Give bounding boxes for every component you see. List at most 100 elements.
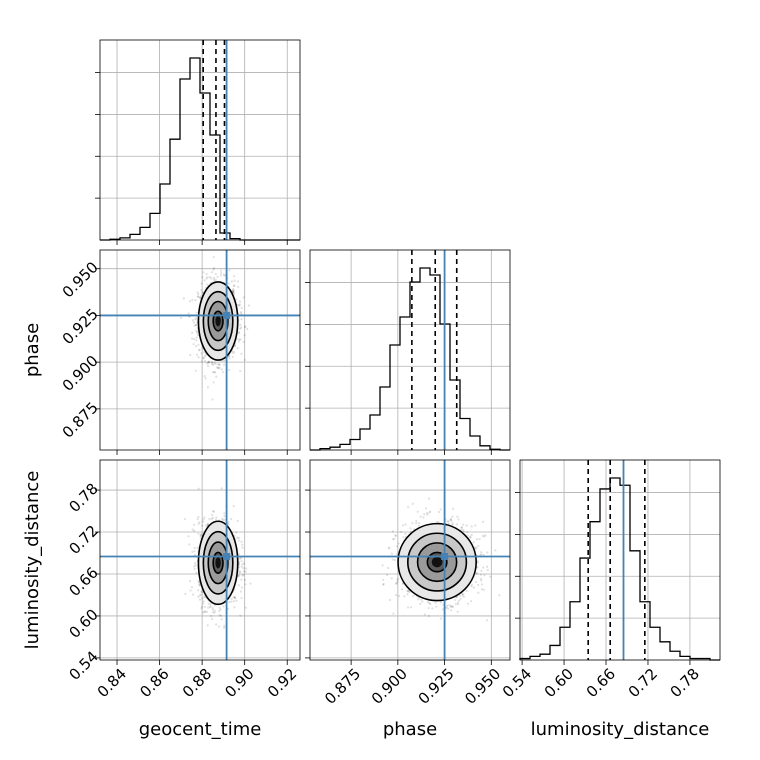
sample-point [402, 536, 405, 539]
sample-point [422, 516, 425, 519]
sample-point [199, 534, 202, 537]
sample-point [459, 594, 462, 597]
sample-point [213, 361, 216, 364]
sample-point [457, 518, 460, 521]
sample-point [240, 586, 244, 589]
sample-point [228, 357, 231, 360]
sample-point [466, 530, 469, 534]
sample-point [426, 513, 429, 516]
sample-point [390, 577, 393, 580]
sample-point [203, 355, 206, 358]
sample-point [404, 532, 407, 535]
sample-point [220, 618, 223, 621]
contour-line [207, 541, 229, 585]
sample-point [196, 546, 199, 549]
sample-point [200, 605, 204, 608]
sample-point [211, 606, 214, 609]
sample-point [416, 510, 419, 513]
sample-point [199, 296, 202, 300]
sample-point [198, 349, 201, 352]
sample-point [212, 255, 215, 259]
sample-point [215, 516, 218, 519]
sample-point [469, 535, 472, 538]
sample-point [197, 292, 200, 296]
sample-point [195, 323, 198, 327]
sample-point [439, 617, 443, 620]
sample-point [215, 623, 218, 626]
sample-point [423, 513, 426, 516]
sample-point [396, 545, 399, 548]
sample-point [191, 593, 195, 596]
sample-point [190, 337, 194, 340]
sample-point [197, 580, 200, 583]
sample-point [240, 306, 243, 310]
sample-point [465, 589, 468, 593]
sample-point [241, 546, 244, 549]
sample-point [477, 591, 480, 594]
sample-point [483, 574, 486, 577]
sample-point [200, 289, 203, 292]
sample-point [386, 573, 389, 577]
sample-point [238, 303, 241, 306]
sample-point [477, 544, 480, 548]
sample-point [415, 522, 418, 525]
sample-point [217, 367, 220, 370]
sample-point [417, 598, 420, 601]
sample-point [219, 614, 223, 617]
sample-point [202, 602, 205, 605]
sample-point [480, 583, 484, 586]
sample-point [195, 329, 198, 332]
sample-point [452, 507, 455, 510]
y-tick-label: 0.78 [65, 480, 101, 516]
sample-point [187, 535, 190, 538]
sample-point [396, 578, 399, 581]
sample-point [434, 601, 437, 604]
sample-point [243, 578, 247, 581]
density-panel-phase-luminosity-distance: 0.875 0.900 0.925 0.950 [305, 459, 511, 708]
sample-point [240, 312, 243, 315]
sample-point [201, 520, 205, 523]
sample-point [480, 569, 483, 572]
sample-point [457, 603, 460, 606]
sample-point [242, 567, 245, 570]
sample-point [462, 593, 465, 596]
sample-point [231, 349, 234, 353]
sample-point [459, 597, 462, 600]
sample-point [454, 598, 457, 602]
x-tick-label: 0.72 [625, 665, 661, 701]
sample-point [237, 330, 241, 334]
sample-point [455, 523, 459, 526]
sample-point [232, 289, 235, 292]
sample-point [230, 600, 233, 603]
sample-point [428, 511, 431, 514]
sample-point [409, 527, 412, 530]
sample-point [203, 375, 206, 378]
sample-point [183, 517, 186, 521]
sample-point [486, 565, 489, 568]
sample-point [198, 583, 201, 587]
hist-panel-phase [305, 249, 511, 455]
sample-point [203, 516, 206, 519]
sample-point [213, 371, 216, 374]
sample-point [211, 371, 215, 374]
sample-point [197, 522, 200, 525]
sample-point [193, 529, 196, 532]
sample-point [213, 611, 216, 614]
sample-point [193, 337, 196, 341]
sample-point [227, 355, 230, 358]
contour-line [202, 530, 234, 595]
sample-point [191, 550, 194, 554]
sample-point [474, 524, 477, 527]
sample-point [205, 610, 209, 614]
sample-point [426, 601, 430, 604]
sample-point [406, 593, 409, 596]
x-tick-label: 0.84 [94, 665, 130, 701]
sample-point [223, 624, 226, 627]
sample-point [397, 577, 400, 580]
sample-point [494, 549, 497, 552]
sample-point [237, 285, 240, 289]
y-tick-label: 0.72 [65, 522, 101, 558]
sample-point [240, 352, 243, 355]
sample-point [409, 606, 413, 609]
sample-point [239, 327, 242, 330]
